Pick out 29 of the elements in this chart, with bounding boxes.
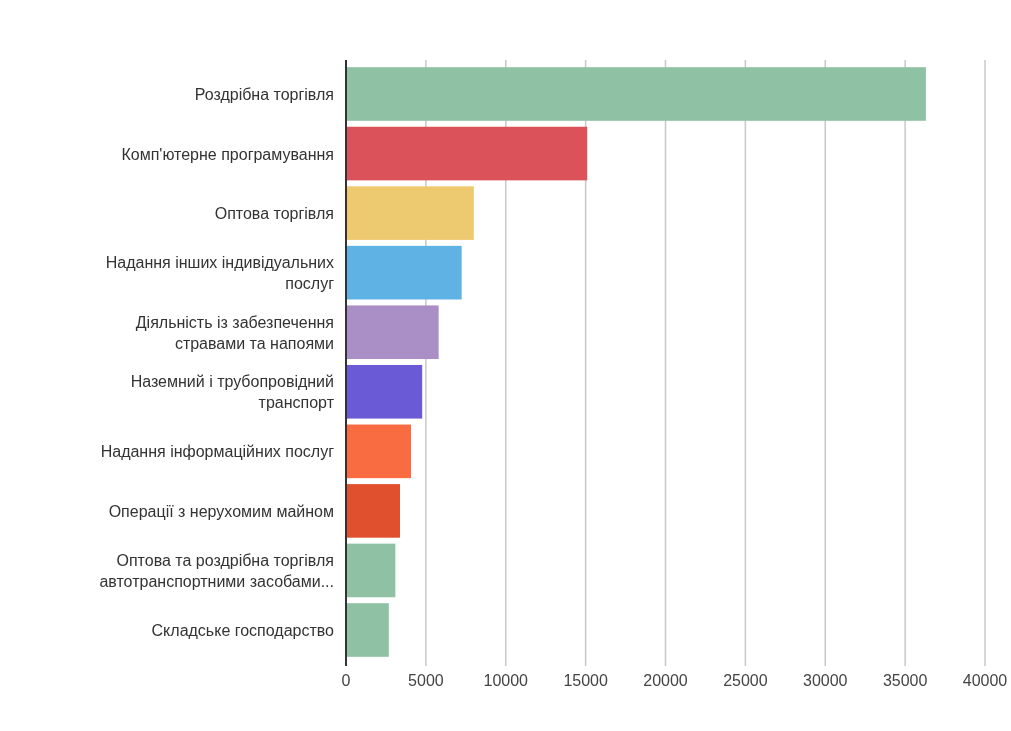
bar [346,245,462,300]
bar [346,364,423,419]
y-tick-label: Надання інших індивідуальних послуг [105,254,335,293]
y-tick-label: Комп'ютерне програмування [121,145,334,163]
x-tick-label: 20000 [643,672,688,689]
x-tick-label: 35000 [882,672,928,689]
y-tick-label: Оптова та роздрібна торгівля автотранспортними засобами... [99,551,334,590]
x-tick-label: 25000 [723,672,768,689]
bar [346,186,474,240]
y-tick-label: Надання інформаційних послуг [100,443,335,461]
bar [346,424,412,479]
y-tick-label: Діяльність із забезпечення стравами та напоями [135,313,334,352]
bar [346,67,926,121]
y-tick-label: Роздрібна торгівля [194,85,334,103]
bar [346,305,439,360]
y-tick-label: Оптова торгівля [214,205,334,223]
x-tick-label: 30000 [803,672,848,689]
bar [346,126,588,181]
y-tick-label: Операції з нерухомим майном [108,502,334,520]
x-tick-label: 40000 [962,672,1008,689]
bar [346,603,389,657]
x-tick-label: 0 [341,672,351,689]
bar [346,543,396,598]
y-tick-label: Наземний і трубопровідний транспорт [130,373,335,412]
x-tick-label: 5000 [408,672,444,689]
x-tick-label: 15000 [563,672,608,689]
x-tick-label: 10000 [483,672,529,689]
y-tick-label: Складське господарство [151,622,335,640]
bar [346,484,400,538]
